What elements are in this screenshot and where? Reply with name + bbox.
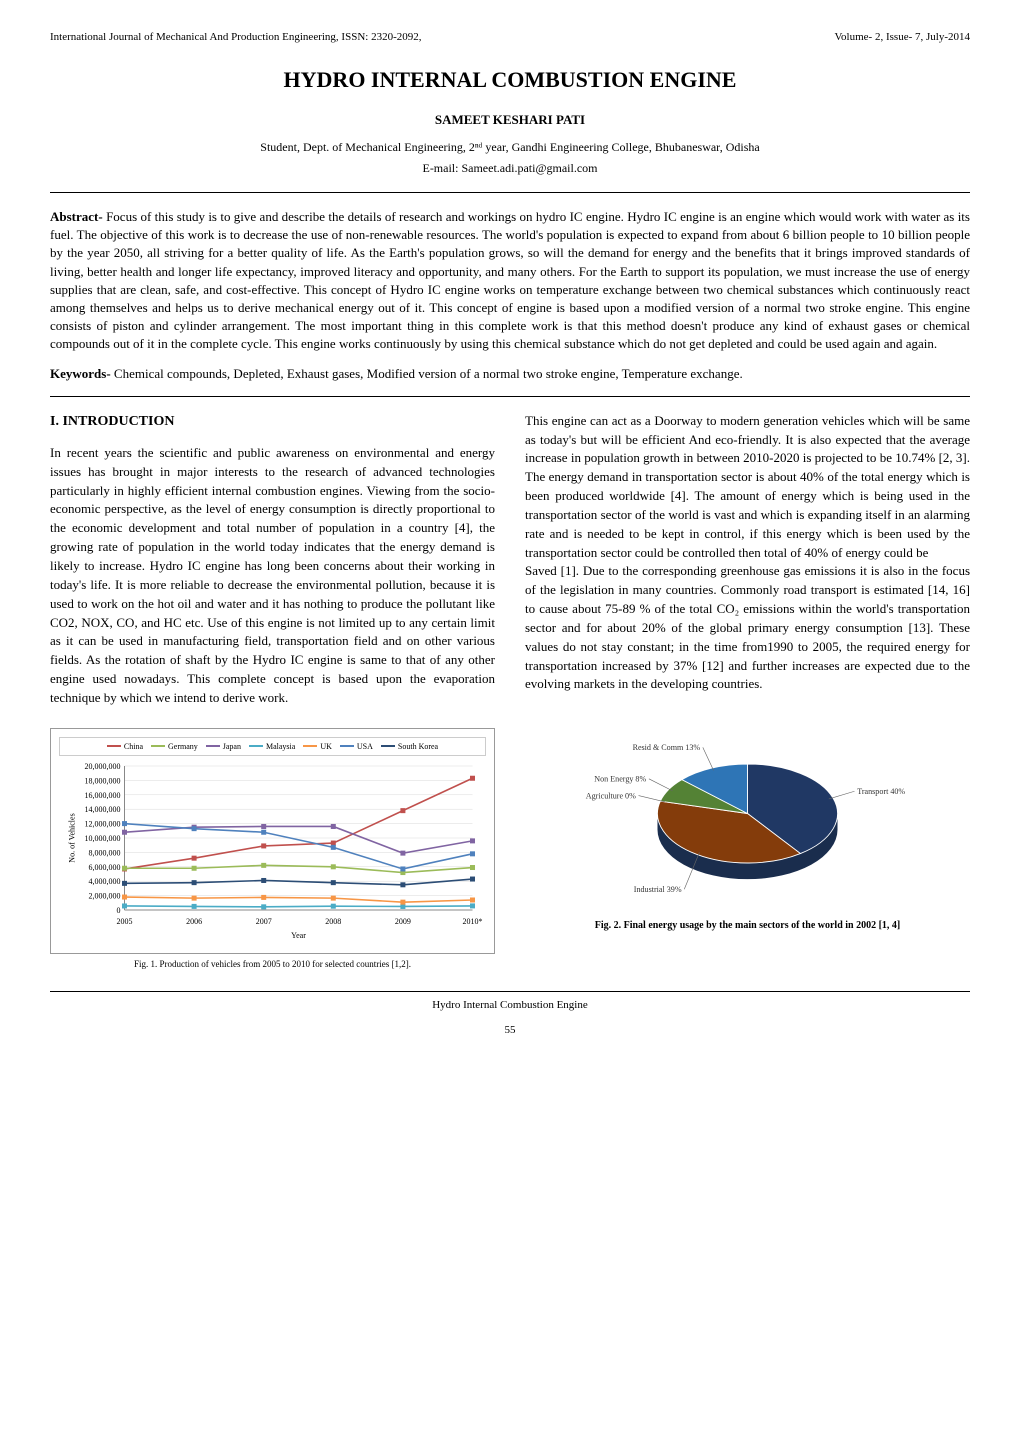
figure-2-container: Transport 40% Industrial 39% Agriculture 0… — [525, 728, 970, 933]
intro-paragraph-1: In recent years the scientific and publi… — [50, 444, 495, 708]
figure-1-chart: China Germany Japan Malaysia UK USA South Kore… — [50, 728, 495, 954]
body-columns: I. INTRODUCTION In recent years the scie… — [50, 412, 970, 708]
abstract-label: Abstract- — [50, 209, 106, 224]
left-column: I. INTRODUCTION In recent years the scie… — [50, 412, 495, 708]
divider — [50, 396, 970, 397]
keywords-label: Keywords- — [50, 366, 114, 381]
page-header: International Journal of Mechanical And … — [50, 30, 970, 45]
svg-text:12,000,000: 12,000,000 — [85, 820, 121, 829]
svg-text:8,000,000: 8,000,000 — [89, 848, 121, 857]
svg-text:Agriculture 0%: Agriculture 0% — [586, 791, 636, 800]
legend-item: Malaysia — [249, 741, 295, 752]
svg-text:4,000,000: 4,000,000 — [89, 877, 121, 886]
legend-item: South Korea — [381, 741, 438, 752]
legend-item: Japan — [206, 741, 241, 752]
divider — [50, 192, 970, 193]
figures-row: China Germany Japan Malaysia UK USA South Kore… — [50, 728, 970, 971]
legend-item: China — [107, 741, 143, 752]
legend-item: UK — [303, 741, 332, 752]
abstract-text: Focus of this study is to give and descr… — [50, 209, 970, 351]
svg-text:14,000,000: 14,000,000 — [85, 805, 121, 814]
keywords-block: Keywords- Chemical compounds, Depleted, … — [50, 365, 970, 383]
paper-title: HYDRO INTERNAL COMBUSTION ENGINE — [50, 65, 970, 96]
abstract-block: Abstract- Focus of this study is to give… — [50, 208, 970, 354]
svg-text:2005: 2005 — [117, 917, 133, 926]
right-column: This engine can act as a Doorway to mode… — [525, 412, 970, 708]
legend-item: USA — [340, 741, 373, 752]
figure-2-svg: Transport 40% Industrial 39% Agriculture 0… — [525, 728, 970, 908]
svg-text:2007: 2007 — [256, 917, 272, 926]
svg-text:2006: 2006 — [186, 917, 202, 926]
svg-text:2,000,000: 2,000,000 — [89, 892, 121, 901]
intro-paragraph-3: Saved [1]. Due to the corresponding gree… — [525, 562, 970, 694]
svg-text:Industrial 39%: Industrial 39% — [634, 885, 682, 894]
svg-text:No. of Vehicles: No. of Vehicles — [68, 813, 77, 862]
svg-text:2008: 2008 — [325, 917, 341, 926]
svg-text:18,000,000: 18,000,000 — [85, 776, 121, 785]
keywords-text: Chemical compounds, Depleted, Exhaust ga… — [114, 366, 743, 381]
intro-paragraph-2: This engine can act as a Doorway to mode… — [525, 412, 970, 563]
svg-text:2009: 2009 — [395, 917, 411, 926]
page-number: 55 — [50, 1023, 970, 1038]
svg-text:20,000,000: 20,000,000 — [85, 762, 121, 771]
svg-text:Year: Year — [291, 931, 306, 940]
svg-text:0: 0 — [117, 906, 121, 915]
figure-1-container: China Germany Japan Malaysia UK USA South Kore… — [50, 728, 495, 971]
footer: Hydro Internal Combustion Engine — [50, 991, 970, 1013]
legend-item: Germany — [151, 741, 198, 752]
figure-1-legend: China Germany Japan Malaysia UK USA South Kore… — [59, 737, 486, 756]
volume-issue: Volume- 2, Issue- 7, July-2014 — [835, 30, 970, 45]
author-affiliation: Student, Dept. of Mechanical Engineering… — [50, 139, 970, 156]
svg-text:6,000,000: 6,000,000 — [89, 863, 121, 872]
figure-1-svg: 0 2,000,000 4,000,000 6,000,000 8,000,000 10,… — [59, 760, 486, 940]
author-name: SAMEET KESHARI PATI — [50, 111, 970, 129]
figure-1-caption: Fig. 1. Production of vehicles from 2005… — [50, 958, 495, 971]
footer-title: Hydro Internal Combustion Engine — [432, 999, 588, 1011]
svg-text:Transport 40%: Transport 40% — [857, 787, 905, 796]
svg-text:Non Energy 8%: Non Energy 8% — [594, 774, 646, 783]
journal-name: International Journal of Mechanical And … — [50, 30, 421, 45]
figure-2-caption: Fig. 2. Final energy usage by the main s… — [525, 919, 970, 933]
svg-text:16,000,000: 16,000,000 — [85, 791, 121, 800]
section-heading-intro: I. INTRODUCTION — [50, 412, 495, 432]
svg-text:10,000,000: 10,000,000 — [85, 834, 121, 843]
author-email: E-mail: Sameet.adi.pati@gmail.com — [50, 160, 970, 177]
svg-text:2010*: 2010* — [463, 917, 483, 926]
svg-text:Resid & Comm 13%: Resid & Comm 13% — [633, 743, 701, 752]
